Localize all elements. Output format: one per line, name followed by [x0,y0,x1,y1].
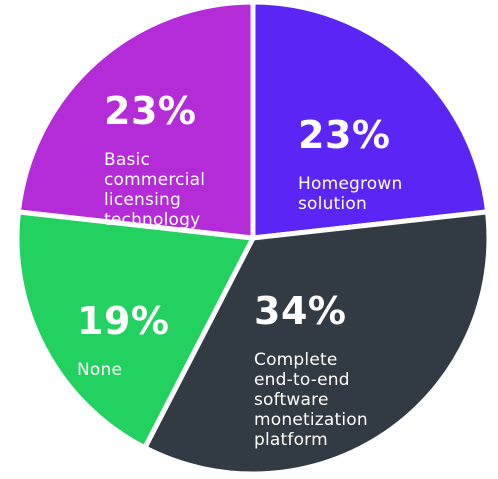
pie-slice-3 [15,0,256,241]
slice-category-label: Homegrown solution [298,174,403,214]
slice-category-label: Complete end-to-end software monetizatio… [254,350,368,450]
slice-category-label: Basic commercial licensing technology [104,150,206,230]
slice-category-label: None [77,360,123,380]
pie-slice-2 [14,209,256,451]
slice-value-label: 23% [298,113,391,157]
slice-value-label: 23% [104,89,197,133]
pie-slice-1 [142,209,492,477]
pie-slice-0 [250,0,491,241]
slice-label-basic-commercial-licensing: 23% Basic commercial licensing technolog… [104,72,205,249]
slice-label-complete-platform: 34% Complete end-to-end software monetiz… [254,272,368,469]
slice-value-label: 34% [254,289,347,333]
slice-label-none: 19% None [77,282,169,399]
slice-label-homegrown-solution: 23% Homegrown solution [298,96,403,233]
slice-value-label: 19% [77,299,170,343]
